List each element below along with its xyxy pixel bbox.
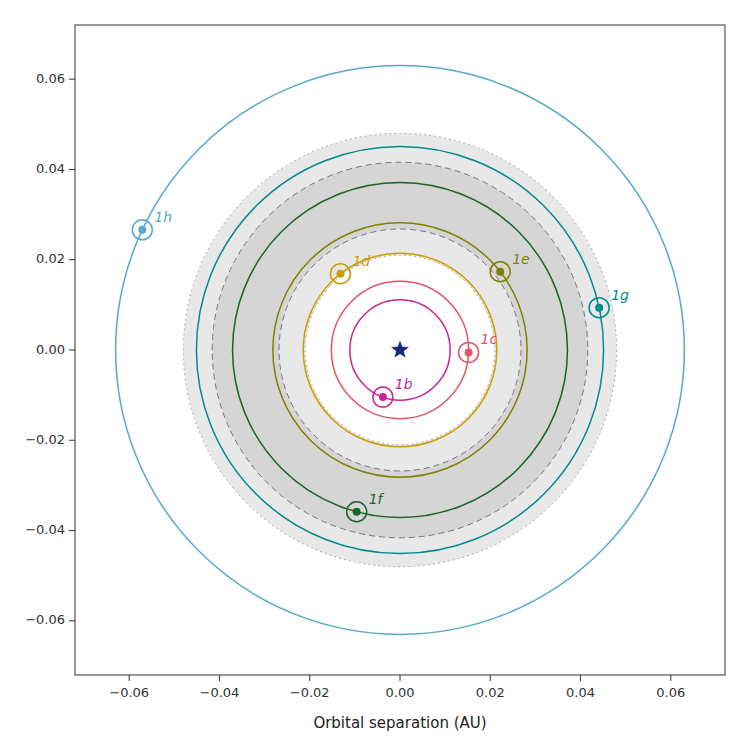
y-tick-label: 0.06 <box>36 71 65 86</box>
y-tick-label: −0.02 <box>25 432 65 447</box>
x-tick <box>670 675 671 681</box>
x-tick <box>219 675 220 681</box>
x-tick-label: 0.00 <box>386 685 415 700</box>
planet-ring <box>459 342 479 362</box>
y-tick-label: 0.00 <box>36 342 65 357</box>
planet-ring <box>132 220 152 240</box>
planet-ring <box>490 262 510 282</box>
y-tick-label: 0.02 <box>36 251 65 266</box>
x-tick-label: 0.02 <box>476 685 505 700</box>
orbit <box>233 183 568 518</box>
orbit <box>196 146 603 553</box>
y-tick <box>69 440 75 441</box>
planet-label: 1f <box>369 491 385 507</box>
y-tick <box>69 620 75 621</box>
y-tick <box>69 530 75 531</box>
planet <box>336 270 344 278</box>
habitable-zone-boundary <box>305 255 495 445</box>
habitable-zone-boundary <box>183 133 616 566</box>
x-tick-label: 0.04 <box>566 685 595 700</box>
y-tick <box>69 350 75 351</box>
y-tick <box>69 259 75 260</box>
y-tick <box>69 169 75 170</box>
planet-label: 1c <box>481 331 498 347</box>
planet <box>496 268 504 276</box>
habitable-zone-boundary <box>212 162 588 538</box>
orbit <box>116 66 685 635</box>
x-tick <box>490 675 491 681</box>
planet-ring <box>589 298 609 318</box>
x-tick-label: −0.06 <box>109 685 149 700</box>
star <box>390 340 409 358</box>
planet-labels: 1b 1c 1d 1e 1f 1g 1h <box>154 209 629 507</box>
chart: 1b 1c 1d 1e 1f 1g 1h −0.06 −0.04 −0.02 0.00 0.02 0.0… <box>0 0 750 750</box>
x-tick <box>309 675 310 681</box>
orbit <box>331 281 468 418</box>
x-axis-label: Orbital separation (AU) <box>313 714 486 732</box>
planet-label: 1e <box>512 251 530 267</box>
x-tick <box>129 675 130 681</box>
planet-label: 1h <box>154 209 172 225</box>
y-tick-label: −0.04 <box>25 522 65 537</box>
x-tick-label: −0.02 <box>290 685 330 700</box>
planet-label: 1b <box>395 376 413 392</box>
habitable-zone-inner <box>212 162 588 538</box>
planet-label: 1g <box>611 287 629 303</box>
x-tick-label: 0.06 <box>656 685 685 700</box>
x-tick <box>580 675 581 681</box>
y-tick-label: 0.04 <box>36 161 65 176</box>
habitable-zone-outer <box>183 133 616 566</box>
planet-ring <box>330 264 350 284</box>
orbit <box>273 223 527 477</box>
planet-label: 1d <box>352 253 370 269</box>
planet <box>465 348 473 356</box>
axes: −0.06 −0.04 −0.02 0.00 0.02 0.04 0.06 −0.06 −0.0… <box>25 71 685 700</box>
y-tick <box>69 79 75 80</box>
habitable-zone-boundary <box>279 229 521 471</box>
plot-area <box>116 66 685 635</box>
planet <box>379 393 387 401</box>
y-tick-label: −0.06 <box>25 612 65 627</box>
orbit <box>303 253 497 447</box>
planet <box>353 508 361 516</box>
planet-ring <box>347 502 367 522</box>
x-tick <box>400 675 401 681</box>
planet-ring <box>373 387 393 407</box>
planet <box>595 304 603 312</box>
planet <box>138 226 146 234</box>
plot-frame <box>75 25 725 675</box>
x-tick-label: −0.04 <box>200 685 240 700</box>
orbit <box>350 300 450 400</box>
